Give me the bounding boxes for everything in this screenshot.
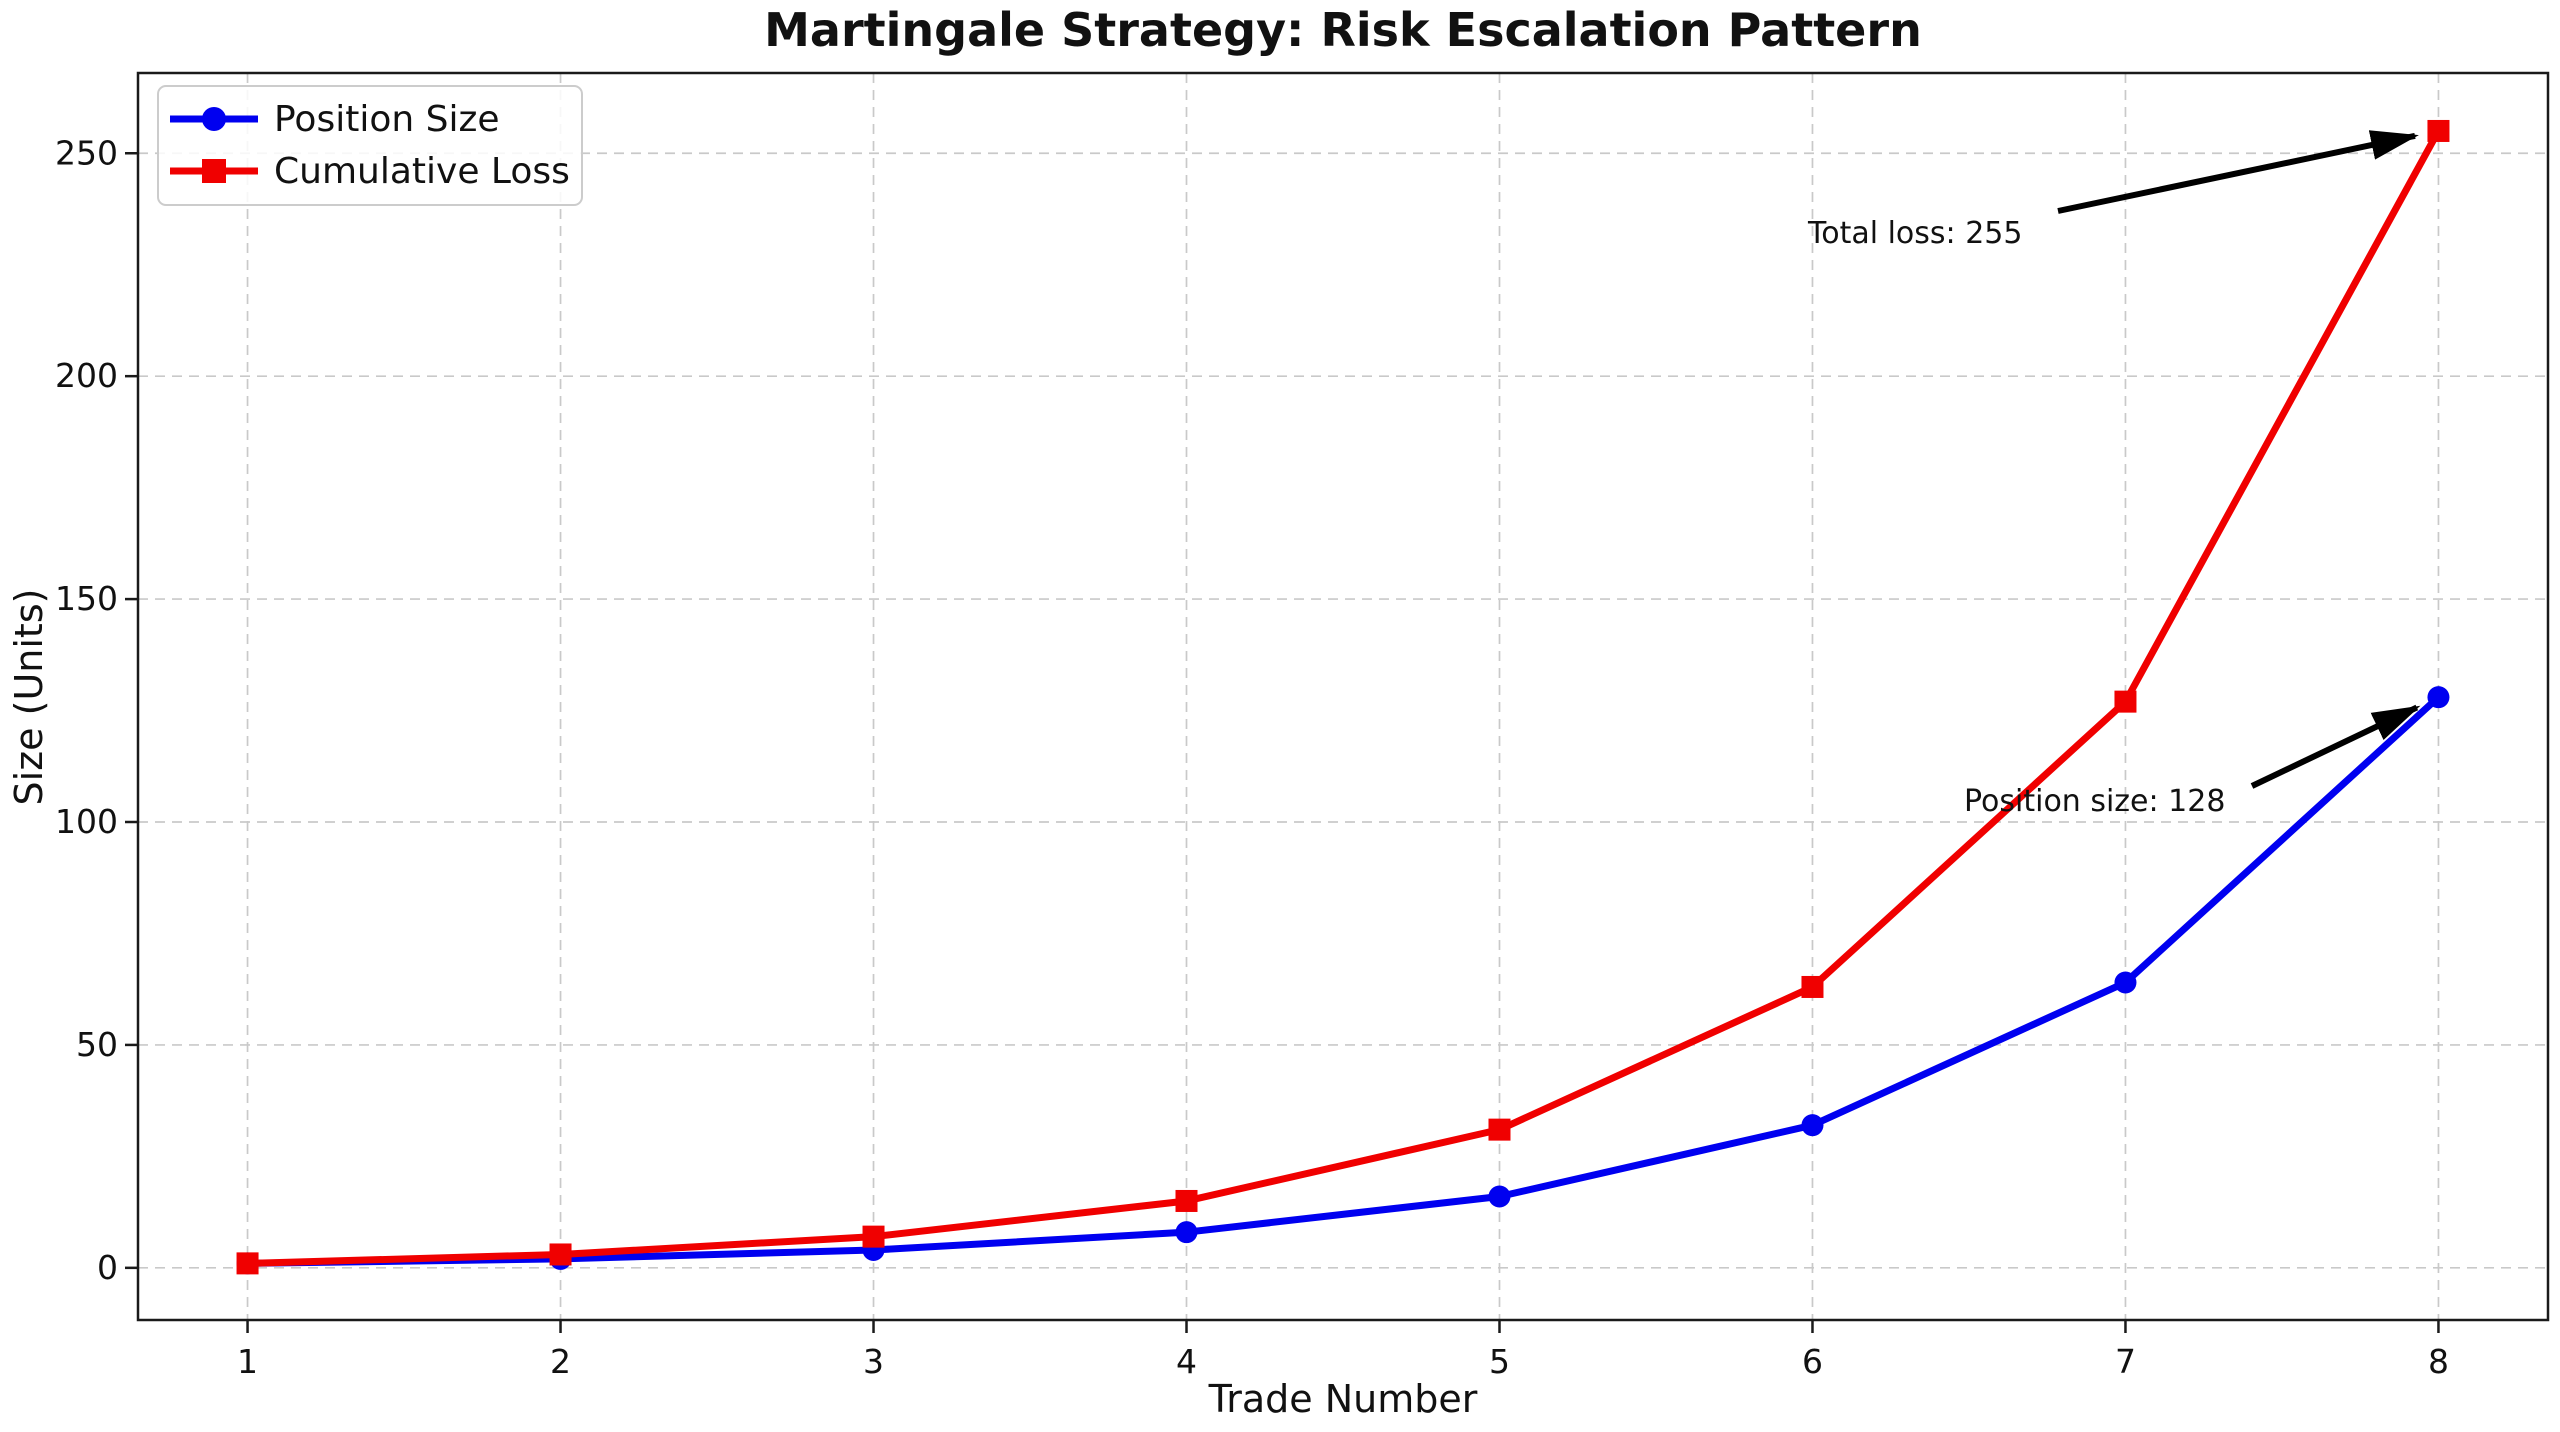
chart-title: Martingale Strategy: Risk Escalation Pat… — [764, 3, 1922, 57]
data-point-square — [862, 1225, 885, 1248]
plot-area: 1 2 3 4 5 6 7 8 0 50 100 150 200 250 Total loss: 255 Po… — [55, 71, 2550, 1381]
data-point-square — [2427, 119, 2450, 142]
x-axis-label: Trade Number — [1208, 1377, 1478, 1421]
annotation-text: Total loss: 255 — [1807, 216, 2022, 251]
x-tick-label: 8 — [2428, 1342, 2449, 1381]
data-point-circle — [1801, 1114, 1824, 1137]
y-tick-label: 150 — [55, 579, 118, 618]
axes-spines — [136, 71, 2550, 1322]
data-point-square — [236, 1252, 259, 1275]
data-point-circle — [1488, 1185, 1511, 1208]
y-axis-label: Size (Units) — [7, 589, 51, 806]
series-line-cumulative-loss — [244, 127, 2442, 1267]
x-tick-label: 6 — [1802, 1342, 1823, 1381]
x-tick-label: 1 — [237, 1342, 258, 1381]
annotation-arrow — [2057, 130, 2419, 214]
data-point-square — [2114, 690, 2137, 713]
y-tick-label: 0 — [97, 1248, 118, 1287]
data-point-square — [1488, 1118, 1511, 1141]
data-point-square — [549, 1243, 572, 1266]
series-line-position-size — [244, 693, 2442, 1267]
x-tick-label: 2 — [550, 1342, 571, 1381]
y-tick-label: 200 — [55, 356, 118, 395]
x-tick-label: 5 — [1489, 1342, 1510, 1381]
y-tick-label: 100 — [55, 802, 118, 841]
annotation-arrow — [2250, 704, 2421, 789]
data-point-circle — [2114, 971, 2137, 994]
x-tick-label: 4 — [1176, 1342, 1197, 1381]
legend-box — [157, 85, 583, 206]
legend-label: Position Size — [274, 99, 500, 140]
data-point-square — [1175, 1189, 1198, 1212]
x-tick-label: 3 — [863, 1342, 884, 1381]
y-tick-label: 50 — [76, 1025, 118, 1064]
data-point-circle — [2427, 686, 2450, 709]
y-tick-label: 250 — [55, 133, 118, 172]
legend-marker-square — [202, 159, 226, 183]
annotation-text: Position size: 128 — [1964, 784, 2225, 819]
data-point-circle — [1175, 1221, 1198, 1244]
data-point-square — [1801, 975, 1824, 998]
legend-marker-circle — [202, 107, 226, 131]
x-tick-label: 7 — [2115, 1342, 2136, 1381]
legend-label: Cumulative Loss — [274, 151, 570, 192]
